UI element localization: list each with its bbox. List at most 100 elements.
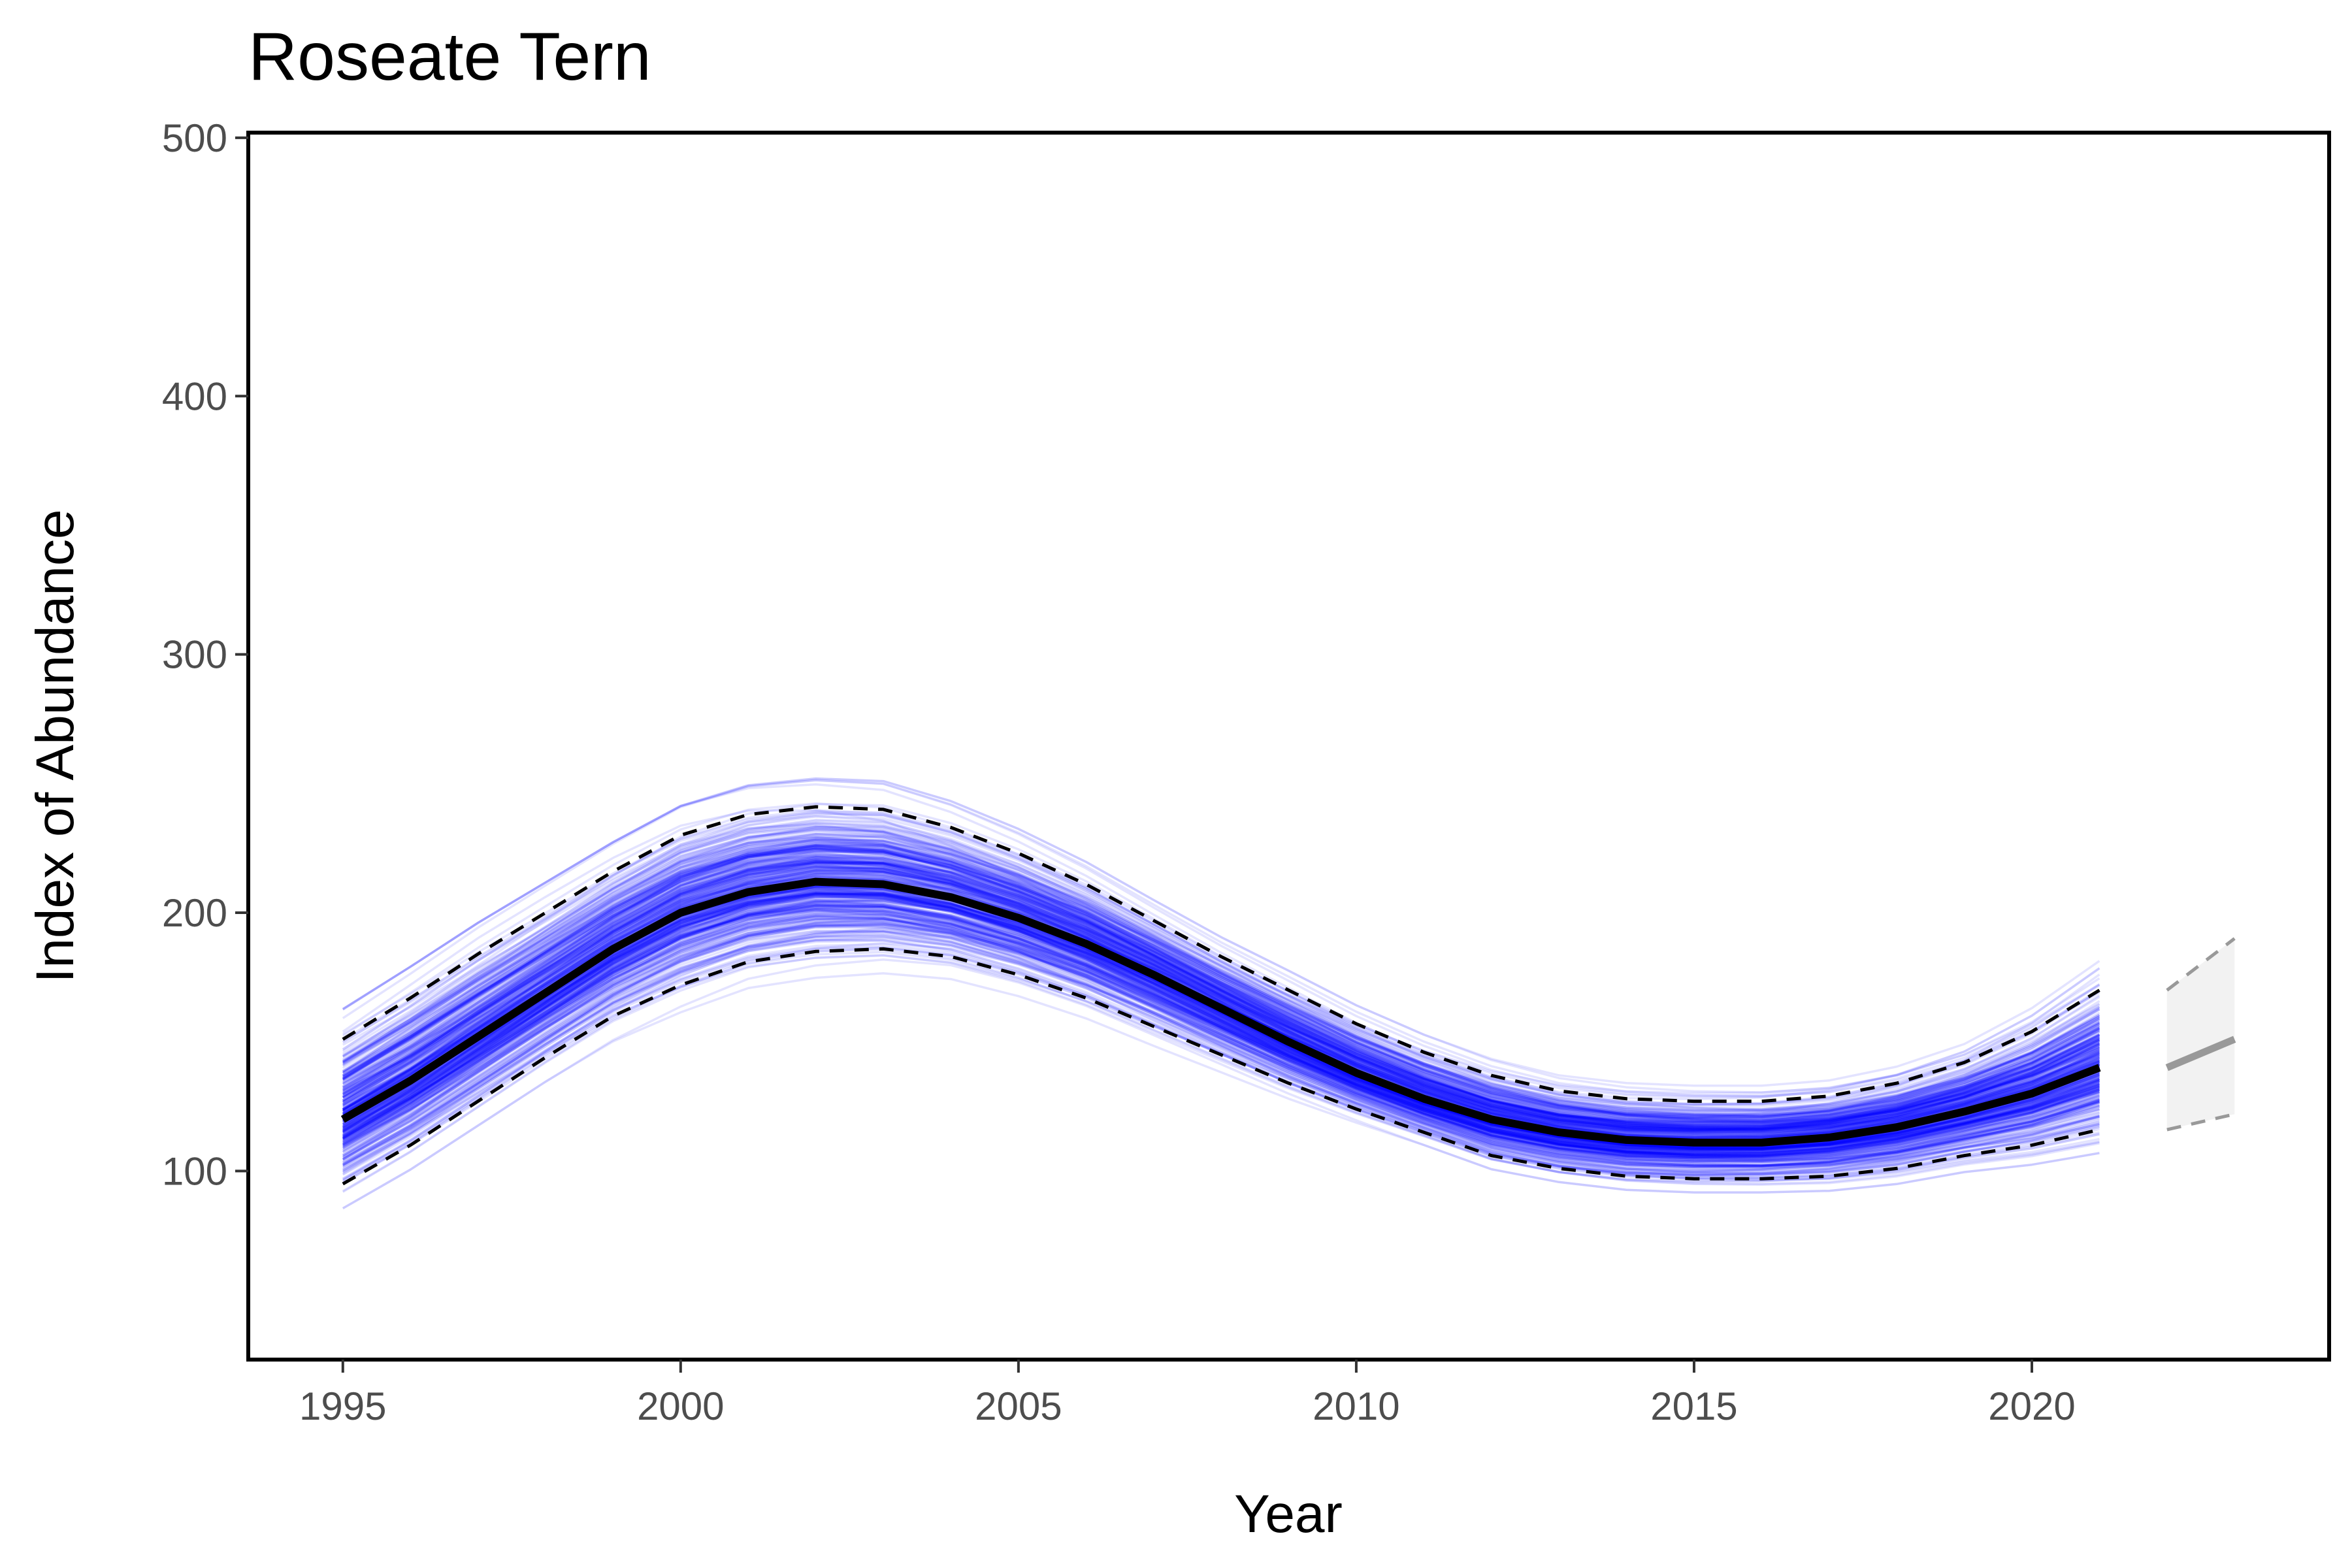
y-axis: 100 200 300 400 500 [162,116,248,1193]
posterior-draw-line [342,871,2100,1139]
posterior-draw-line [342,862,2100,1134]
posterior-draw-line [342,921,2100,1172]
posterior-draw-line [342,840,2100,1132]
posterior-draw-line [342,811,2100,1099]
posterior-draw-line [342,909,2100,1174]
posterior-draw-line [342,847,2100,1141]
posterior-draw-line [342,892,2100,1159]
posterior-draw-line [342,907,2100,1158]
posterior-draw-line [342,832,2100,1116]
posterior-draw-line [342,892,2100,1152]
posterior-draw-line [342,861,2100,1149]
posterior-draw-line [342,847,2100,1132]
posterior-draw-line [342,849,2100,1118]
posterior-draw-line [342,916,2100,1164]
posterior-draw-line [342,822,2100,1110]
posterior-draw-line [342,914,2100,1170]
posterior-draw-line [342,840,2100,1120]
posterior-draw-line [342,903,2100,1155]
posterior-draw-line [342,866,2100,1134]
posterior-draw-line [342,907,2100,1159]
posterior-draw-line [342,860,2100,1126]
posterior-draw-line [342,856,2100,1132]
posterior-draw-line [342,941,2100,1183]
posterior-draw-line [342,815,2100,1106]
posterior-draw-line [342,890,2100,1156]
posterior-draw-line [342,849,2100,1137]
posterior-draw-line [342,899,2100,1149]
posterior-draw-line [342,822,2100,1112]
posterior-draw-line [342,915,2100,1175]
posterior-draw-line [342,951,2100,1185]
posterior-draw-line [342,902,2100,1154]
posterior-draw-line [342,913,2100,1159]
posterior-draw-line [342,842,2100,1113]
posterior-draw-line [342,904,2100,1164]
posterior-draw-line [342,936,2100,1182]
posterior-draw-line [342,856,2100,1132]
posterior-draw-line [342,904,2100,1152]
posterior-draw-line [342,834,2100,1124]
y-tick-label: 500 [162,116,227,160]
projection-upper-line [2166,937,2236,992]
chart-title: Roseate Tern [248,19,651,95]
posterior-draw-line [342,839,2100,1132]
posterior-draw-line [342,895,2100,1152]
y-axis-label: Index of Abundance [25,510,85,983]
posterior-draw-line [342,907,2100,1161]
posterior-draw-line [342,892,2100,1149]
posterior-draw-line [342,890,2100,1139]
posterior-draw-line [342,779,2100,1098]
posterior-draw-line [342,923,2100,1146]
posterior-draw-line [342,846,2100,1130]
posterior-draw-line [342,900,2100,1139]
lower-credible-limit-line [342,947,2100,1186]
posterior-draw-line [342,917,2100,1168]
posterior-draw-line [342,868,2100,1130]
posterior-draw-line [342,860,2100,1134]
posterior-draw-line [342,895,2100,1151]
posterior-draw-line [342,862,2100,1131]
posterior-draw-line [342,860,2100,1113]
posterior-draw-line [342,889,2100,1151]
posterior-draw-line [342,845,2100,1129]
posterior-draw-line [342,847,2100,1127]
posterior-draw-line [342,898,2100,1160]
posterior-draw-line [342,864,2100,1138]
posterior-draw-line [342,846,2100,1127]
posterior-draw-line [342,843,2100,1112]
projection-median-line [2165,1036,2236,1071]
trend-lines [340,805,2236,1186]
posterior-draw-line [342,887,2100,1149]
posterior-draw-line [342,862,2100,1134]
posterior-draw-line [342,847,2100,1128]
posterior-draw-line [342,893,2100,1151]
posterior-draw-line [342,842,2100,1124]
posterior-draw-line [342,869,2100,1149]
posterior-draw-line [342,910,2100,1160]
posterior-draw-line [342,857,2100,1126]
posterior-draw-line [342,894,2100,1156]
projection-uncertainty-band [2166,938,2235,1130]
posterior-draw-line [342,906,2100,1164]
posterior-draw-line [342,843,2100,1125]
posterior-draw-line [342,915,2100,1168]
posterior-draw-line [342,844,2100,1130]
posterior-draw-line [342,777,2100,1087]
posterior-draw-line [342,923,2100,1168]
posterior-draw-line [342,855,2100,1122]
posterior-draw-line [342,856,2100,1130]
posterior-draw-line [342,840,2100,1124]
posterior-draw-line [342,828,2100,1122]
posterior-draw-line [342,832,2100,1117]
posterior-draw-line [342,897,2100,1179]
posterior-draw-line [342,845,2100,1122]
posterior-draw-line [342,858,2100,1127]
posterior-draw-line [342,899,2100,1157]
posterior-draw-line [342,864,2100,1138]
posterior-draw-line [342,917,2100,1151]
posterior-draw-line [342,858,2100,1130]
posterior-draw-line [342,825,2100,1126]
posterior-draw-line [342,844,2100,1128]
posterior-draw-line [342,858,2100,1132]
